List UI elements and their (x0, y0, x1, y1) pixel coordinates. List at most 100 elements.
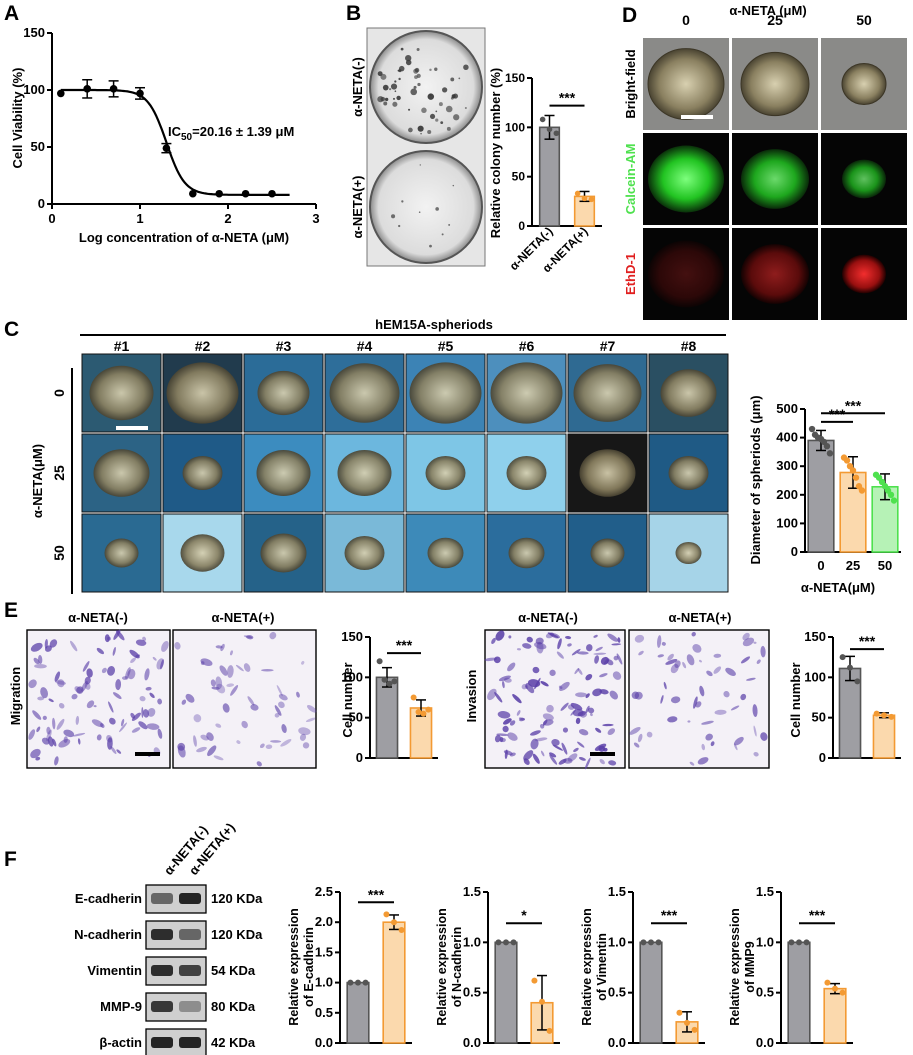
migration-control-cell (96, 647, 105, 655)
panel-a-y-tick-label-0: 0 (38, 196, 45, 211)
expression-0-y-tick-label-1: 0.5 (315, 1005, 333, 1020)
invasion-point-1-0 (873, 710, 880, 717)
colony-dot (389, 88, 392, 91)
invasion-control-cell (567, 643, 572, 647)
migration-control-cell (28, 729, 36, 740)
invasion-control-cell (562, 727, 569, 733)
invasion-control-cell (551, 739, 560, 746)
colony-dot (420, 132, 422, 135)
migration-control-cell (49, 639, 58, 648)
expression-chart-0: 0.0 0.5 1.0 1.5 2.0 2.5 *** (315, 884, 412, 1050)
invasion-control-cell (502, 680, 505, 689)
migration-control-cell (42, 715, 47, 721)
panel-d-col-label-0: 0 (682, 12, 690, 28)
migration-control-cell (145, 686, 152, 691)
invasion-control-cell (599, 673, 608, 678)
expression-2-point-0-2 (655, 939, 662, 946)
invasion-control-cell (491, 637, 496, 645)
invasion-point-0-0 (839, 654, 846, 661)
panel-a-x-tick-label-1: 1 (136, 211, 143, 226)
invasion-treated-cell (674, 660, 681, 668)
expression-0-point-1-2 (398, 927, 405, 934)
invasion-control-cell (525, 683, 535, 694)
panel-c-ylabel: Diameter of spheriods (μm) (748, 395, 763, 564)
migration-control-cell (112, 692, 122, 700)
migration-ylabel: Cell number (340, 662, 355, 737)
invasion-control-cell (593, 652, 607, 655)
expression-1-point-1-1 (539, 998, 545, 1005)
migration-control-cell (91, 719, 104, 728)
migration-sig-label-0: *** (396, 637, 413, 653)
expression-0-point-0-1 (355, 979, 361, 986)
panel-c-y-tick-label-1: 100 (776, 515, 798, 530)
colony-dot (401, 200, 404, 203)
panel-label-e: E (4, 599, 18, 622)
colony-dot (434, 67, 438, 71)
panel-c-spheroid-2-3 (344, 536, 385, 570)
migration-control-cell (127, 668, 136, 680)
migration-control-cell (30, 748, 41, 759)
panel-c-col-label-5: #6 (519, 338, 535, 354)
panel-c-spheroid-0-3 (329, 363, 400, 423)
invasion-control-cell (546, 704, 554, 713)
migration-control-cell (131, 727, 141, 733)
colony-dot (382, 84, 389, 91)
invasion-control-cell (507, 662, 516, 672)
migration-control-cell (149, 692, 155, 699)
colony-dot (408, 108, 411, 111)
expression-2-point-1-1 (684, 1019, 690, 1026)
migration-y-tick-label-0: 0 (356, 750, 363, 765)
invasion-treated-cell (692, 644, 702, 653)
invasion-control-cell (503, 718, 512, 725)
colony-dot (413, 85, 417, 89)
migration-control-cell (71, 693, 78, 700)
panel-c-col-label-2: #3 (276, 338, 292, 354)
invasion-treated-cell (682, 661, 687, 669)
migration-treated-cell (241, 720, 248, 729)
expression-0-y-tick-label-5: 2.5 (315, 884, 333, 899)
panel-c-scale-bar (116, 426, 148, 430)
invasion-control-cell (593, 634, 598, 638)
colony-dot (416, 47, 420, 51)
panel-c-point-0-0 (808, 425, 816, 433)
migration-treated-cell (200, 661, 205, 665)
expression-3-point-0-2 (803, 939, 810, 946)
invasion-control-cell (560, 702, 569, 711)
invasion-treated-cell (714, 709, 727, 715)
migration-control-cell (160, 659, 164, 670)
expression-0-bar-1 (382, 921, 406, 1044)
panel-c-spheroid-2-2 (260, 533, 307, 573)
expression-3-bar-1 (823, 987, 847, 1044)
panel-d-title: α-NETA (μM) (729, 3, 806, 18)
invasion-control-cell (509, 752, 516, 757)
colony-dot (442, 87, 448, 93)
invasion-control-cell (575, 692, 588, 698)
invasion-treated-cell (699, 659, 702, 663)
expression-2-point-0-1 (648, 939, 654, 946)
invasion-control-cell (516, 648, 521, 651)
colony-dot (451, 94, 456, 99)
colony-dot (445, 105, 453, 113)
panel-c-spheroid-2-7 (675, 541, 702, 565)
migration-treated-cell (174, 641, 181, 650)
migration-treated-cell (259, 743, 265, 749)
migration-control-cell (101, 667, 107, 674)
migration-treated-image (172, 629, 317, 769)
panel-a-point-4 (162, 144, 171, 152)
invasion-control-cell (561, 742, 568, 755)
panel-c-spheroid-2-4 (427, 537, 464, 569)
panel-a-ic50: IC50=20.16 ± 1.39 μM (168, 124, 294, 143)
expression-1-y-tick-label-2: 1.0 (463, 934, 481, 949)
invasion-treated-cell (706, 670, 713, 677)
expression-0-point-0-0 (347, 979, 354, 986)
expression-0-sig-label-0: *** (368, 886, 385, 902)
migration-point-1-0 (410, 694, 417, 701)
colony-dot (394, 90, 397, 93)
invasion-control-cell (493, 656, 501, 664)
migration-side-label: Migration (8, 667, 23, 726)
colony-dot (380, 73, 387, 80)
colony-dot (446, 126, 451, 131)
invasion-side-label: Invasion (464, 670, 479, 723)
invasion-control-cell (526, 636, 533, 643)
